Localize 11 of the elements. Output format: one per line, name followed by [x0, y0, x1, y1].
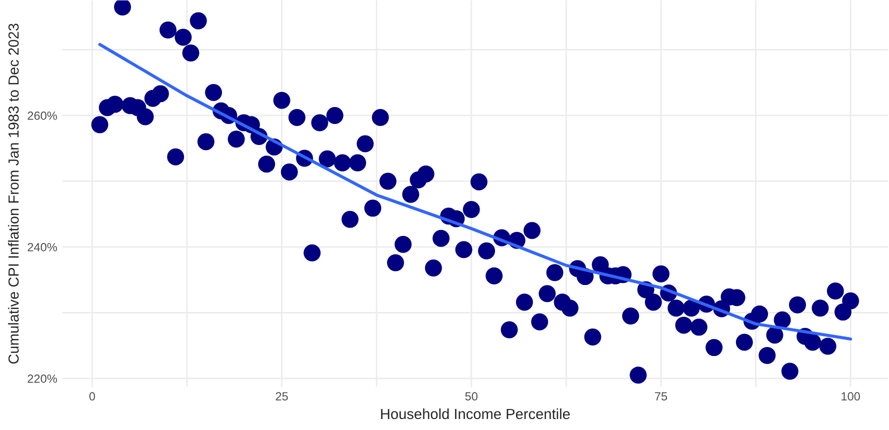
x-tick-label: 100	[842, 392, 860, 401]
y-axis-title: Cumulative CPI Inflation From Jan 1983 to Dec 2023	[8, 24, 19, 364]
line-series	[98, 42, 852, 341]
x-tick-label: 0	[89, 392, 96, 401]
x-tick-label: 50	[465, 392, 478, 401]
y-tick-label: 240%	[28, 243, 57, 252]
x-axis-title: Household Income Percentile	[381, 408, 570, 420]
x-tick-label: 75	[655, 392, 668, 401]
y-tick-label: 260%	[28, 112, 57, 120]
y-tick-label: 220%	[28, 374, 57, 383]
x-tick-label: 25	[276, 392, 288, 401]
